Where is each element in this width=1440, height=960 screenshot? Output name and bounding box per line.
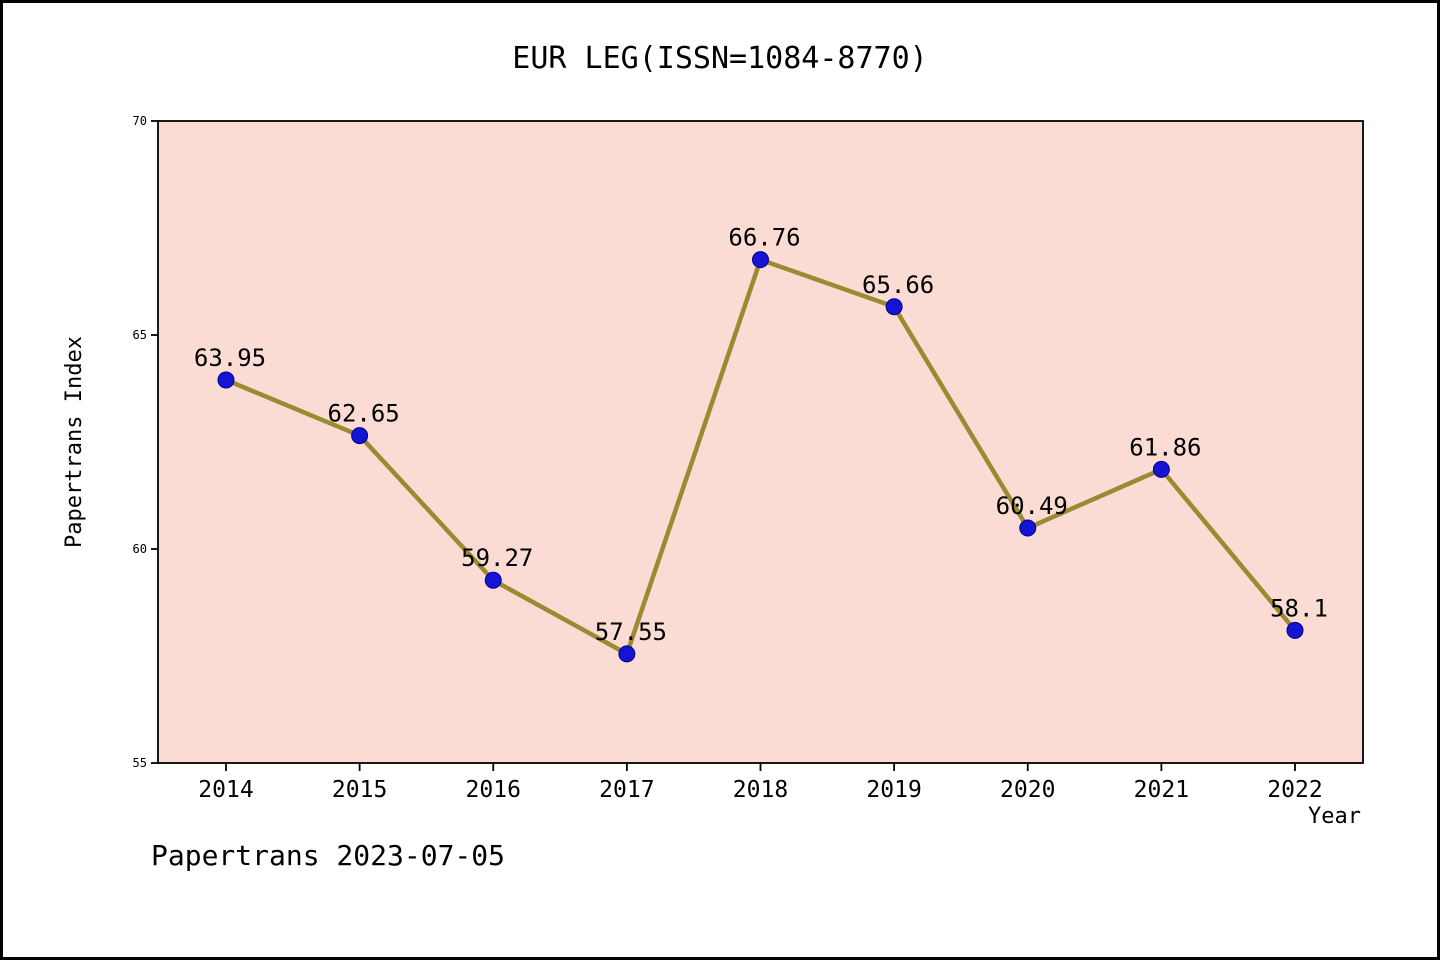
x-tick-label: 2016: [466, 777, 521, 803]
y-tick-label: 70: [133, 114, 147, 128]
x-axis-title: Year: [1308, 804, 1361, 829]
y-axis-title: Papertrans Index: [62, 336, 87, 548]
chart-canvas: 55 60 65 70 2014 2015 2016 2017 2018 2019 2020 2021…: [62, 114, 1364, 829]
x-tick-label: 2017: [599, 777, 654, 803]
point-label: 63.95: [194, 344, 266, 372]
x-tick-label: 2020: [1000, 777, 1055, 803]
data-point: [217, 371, 235, 389]
x-tick-label: 2019: [866, 777, 921, 803]
data-point: [885, 298, 903, 316]
chart-footer: Papertrans 2023-07-05: [151, 839, 506, 872]
data-point: [1152, 460, 1170, 478]
y-tick-label: 60: [133, 542, 147, 556]
data-point: [484, 571, 502, 589]
data-point: [618, 645, 636, 663]
x-tick-label: 2015: [332, 777, 387, 803]
point-label: 65.66: [862, 271, 934, 299]
x-tick-label: 2022: [1267, 777, 1322, 803]
point-label: 62.65: [328, 400, 400, 428]
x-tick-label: 2021: [1134, 777, 1189, 803]
y-tick-label: 65: [133, 328, 147, 342]
data-point: [1019, 519, 1037, 537]
point-label: 60.49: [996, 492, 1068, 520]
data-point: [752, 251, 769, 269]
point-label: 58.1: [1270, 594, 1328, 622]
data-point: [351, 427, 369, 445]
y-tick-label: 55: [133, 756, 147, 770]
x-tick-label: 2018: [733, 777, 788, 803]
point-label: 59.27: [461, 544, 533, 572]
data-point: [1286, 621, 1304, 639]
chart-title: EUR LEG(ISSN=1084-8770): [512, 41, 928, 76]
point-label: 57.55: [595, 618, 667, 646]
point-label: 66.76: [728, 224, 800, 252]
point-label: 61.86: [1129, 433, 1201, 461]
x-tick-label: 2014: [198, 777, 253, 803]
